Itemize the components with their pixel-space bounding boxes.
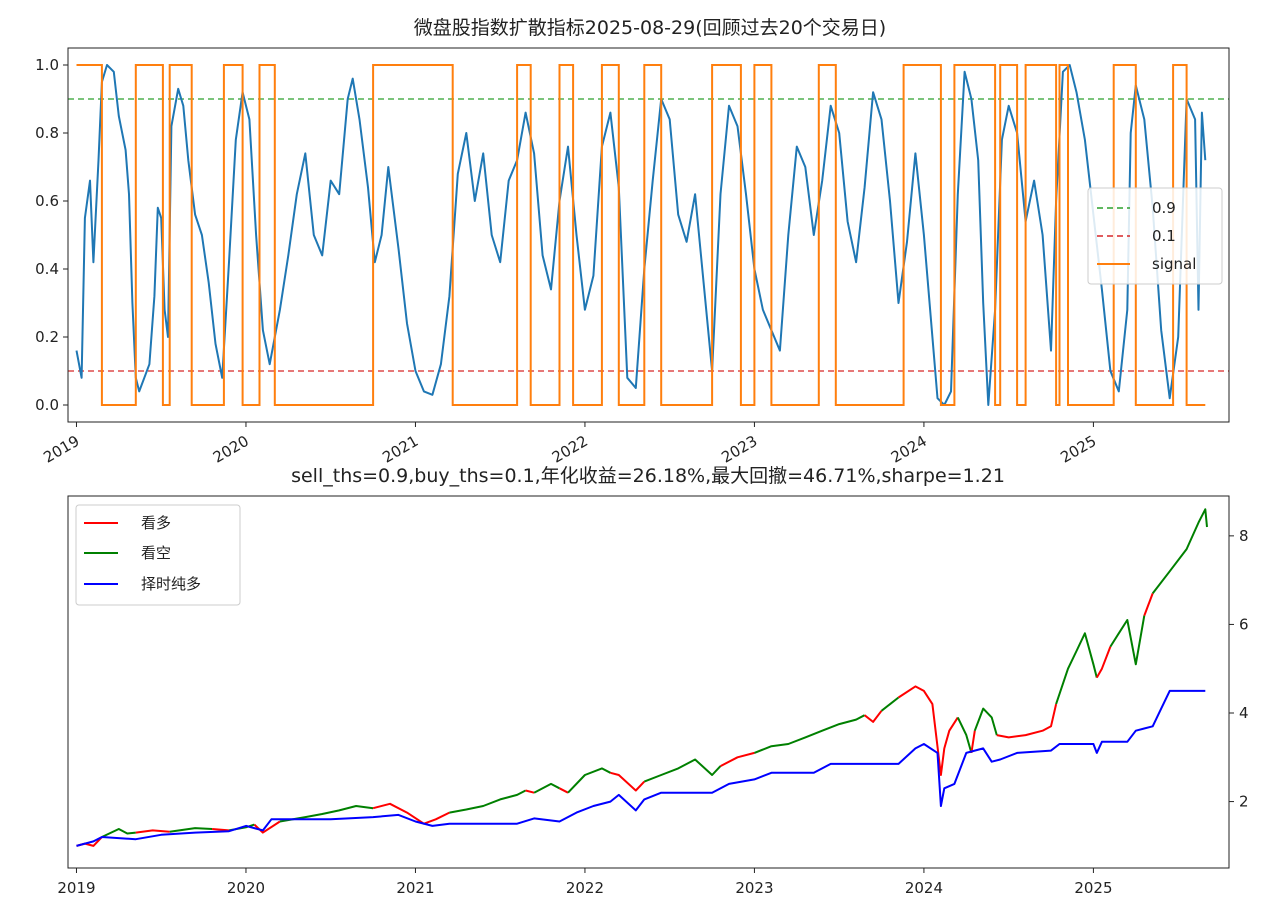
bottom-x-tick-label: 2020 <box>227 879 265 897</box>
bottom-y-tick-label: 8 <box>1239 527 1249 545</box>
equity-chart: sell_ths=0.9,buy_ths=0.1,年化收益=26.18%,最大回… <box>57 465 1248 897</box>
strategy-segment-long <box>610 771 646 792</box>
bottom-axes-frame <box>67 495 1230 869</box>
strategy-segment-short <box>169 827 213 833</box>
top-x-tick-label: 2019 <box>40 432 82 467</box>
strategy-segment-long <box>372 802 450 825</box>
strategy-segment-long <box>559 787 569 794</box>
strategy-segment-short <box>973 707 998 736</box>
bottom-y-axis: 2 4 6 8 <box>1229 527 1249 811</box>
strategy-segment-short <box>956 716 973 754</box>
strategy-segment-long <box>212 828 230 832</box>
bottom-plot-area <box>76 508 1208 847</box>
strategy-segment-short <box>1151 508 1208 595</box>
top-chart-title: 微盘股指数扩散指标2025-08-29(回顾过去20个交易日) <box>414 17 886 39</box>
legend-label-long: 看多 <box>141 514 171 532</box>
strategy-segment-short <box>1055 632 1098 705</box>
top-plot-area <box>68 64 1229 406</box>
bottom-x-tick-label: 2022 <box>566 879 604 897</box>
top-x-tick-label: 2020 <box>210 432 252 467</box>
bottom-y-tick-label: 4 <box>1239 704 1249 722</box>
signal-series-line <box>76 64 1206 406</box>
strategy-segment-short <box>1109 615 1146 666</box>
top-x-tick-label: 2023 <box>718 432 760 467</box>
strategy-segment-short <box>754 714 866 754</box>
bottom-legend: 看多 看空 择时纯多 <box>75 504 241 606</box>
bottom-legend-box <box>75 504 241 606</box>
top-y-tick-label: 0.0 <box>35 396 59 414</box>
bottom-y-tick-label: 2 <box>1239 793 1249 811</box>
diffusion-chart: 微盘股指数扩散指标2025-08-29(回顾过去20个交易日) 0.00.20.… <box>35 17 1230 467</box>
strategy-segment-long <box>525 789 535 794</box>
top-x-tick-label: 2024 <box>888 432 930 467</box>
top-axes-frame <box>67 47 1230 423</box>
strategy-segment-long <box>863 710 883 723</box>
top-x-tick-label: 2025 <box>1057 432 1099 467</box>
strategy-segment-short <box>643 758 722 783</box>
strategy-segment-short <box>880 696 900 712</box>
strategy-segment-long <box>1095 646 1112 679</box>
strategy-segment-long <box>135 829 170 834</box>
strategy-segment-long <box>1143 593 1154 616</box>
strategy-segment-short <box>567 767 611 794</box>
legend-label-0.1: 0.1 <box>1152 227 1176 245</box>
strategy-segment-long <box>253 820 281 834</box>
legend-label-signal: signal <box>1152 255 1196 273</box>
top-legend-box <box>1087 187 1223 285</box>
top-legend: 0.9 0.1 signal <box>1087 187 1223 285</box>
top-y-tick-label: 0.8 <box>35 124 59 142</box>
strategy-segment-short <box>449 789 527 814</box>
strategy-segment-long <box>720 751 755 767</box>
bottom-x-tick-label: 2024 <box>905 879 943 897</box>
strategy-segment-short <box>101 828 136 838</box>
bottom-x-tick-label: 2023 <box>735 879 773 897</box>
legend-label-0.9: 0.9 <box>1152 199 1176 217</box>
bottom-x-tick-label: 2025 <box>1074 879 1112 897</box>
top-x-axis: 2019 2020 2021 2022 2023 2024 2025 <box>40 422 1099 467</box>
top-y-tick-label: 0.4 <box>35 260 59 278</box>
strategy-segment-short <box>279 805 374 823</box>
top-y-axis: 0.0 0.2 0.4 0.6 0.8 1.0 <box>35 56 68 414</box>
top-y-tick-label: 0.6 <box>35 192 59 210</box>
top-x-tick-label: 2022 <box>549 432 591 467</box>
strategy-segment-long <box>897 685 959 776</box>
strategy-segment-long <box>996 703 1058 739</box>
timing-long-only-line <box>76 689 1206 847</box>
top-y-tick-label: 0.2 <box>35 328 59 346</box>
bottom-y-tick-label: 6 <box>1239 615 1249 633</box>
top-y-tick-label: 1.0 <box>35 56 59 74</box>
diffusion-series-line <box>75 64 1207 406</box>
bottom-chart-title: sell_ths=0.9,buy_ths=0.1,年化收益=26.18%,最大回… <box>291 465 1005 487</box>
bottom-x-tick-label: 2021 <box>396 879 434 897</box>
top-x-tick-label: 2021 <box>379 432 421 467</box>
strategy-segment-short <box>533 782 560 794</box>
legend-label-short: 看空 <box>141 544 171 562</box>
strategy-segment-long <box>970 730 976 754</box>
legend-label-timing: 择时纯多 <box>141 575 201 593</box>
bottom-x-axis: 2019 2020 2021 2022 2023 2024 2025 <box>57 868 1113 897</box>
bottom-x-tick-label: 2019 <box>57 879 95 897</box>
